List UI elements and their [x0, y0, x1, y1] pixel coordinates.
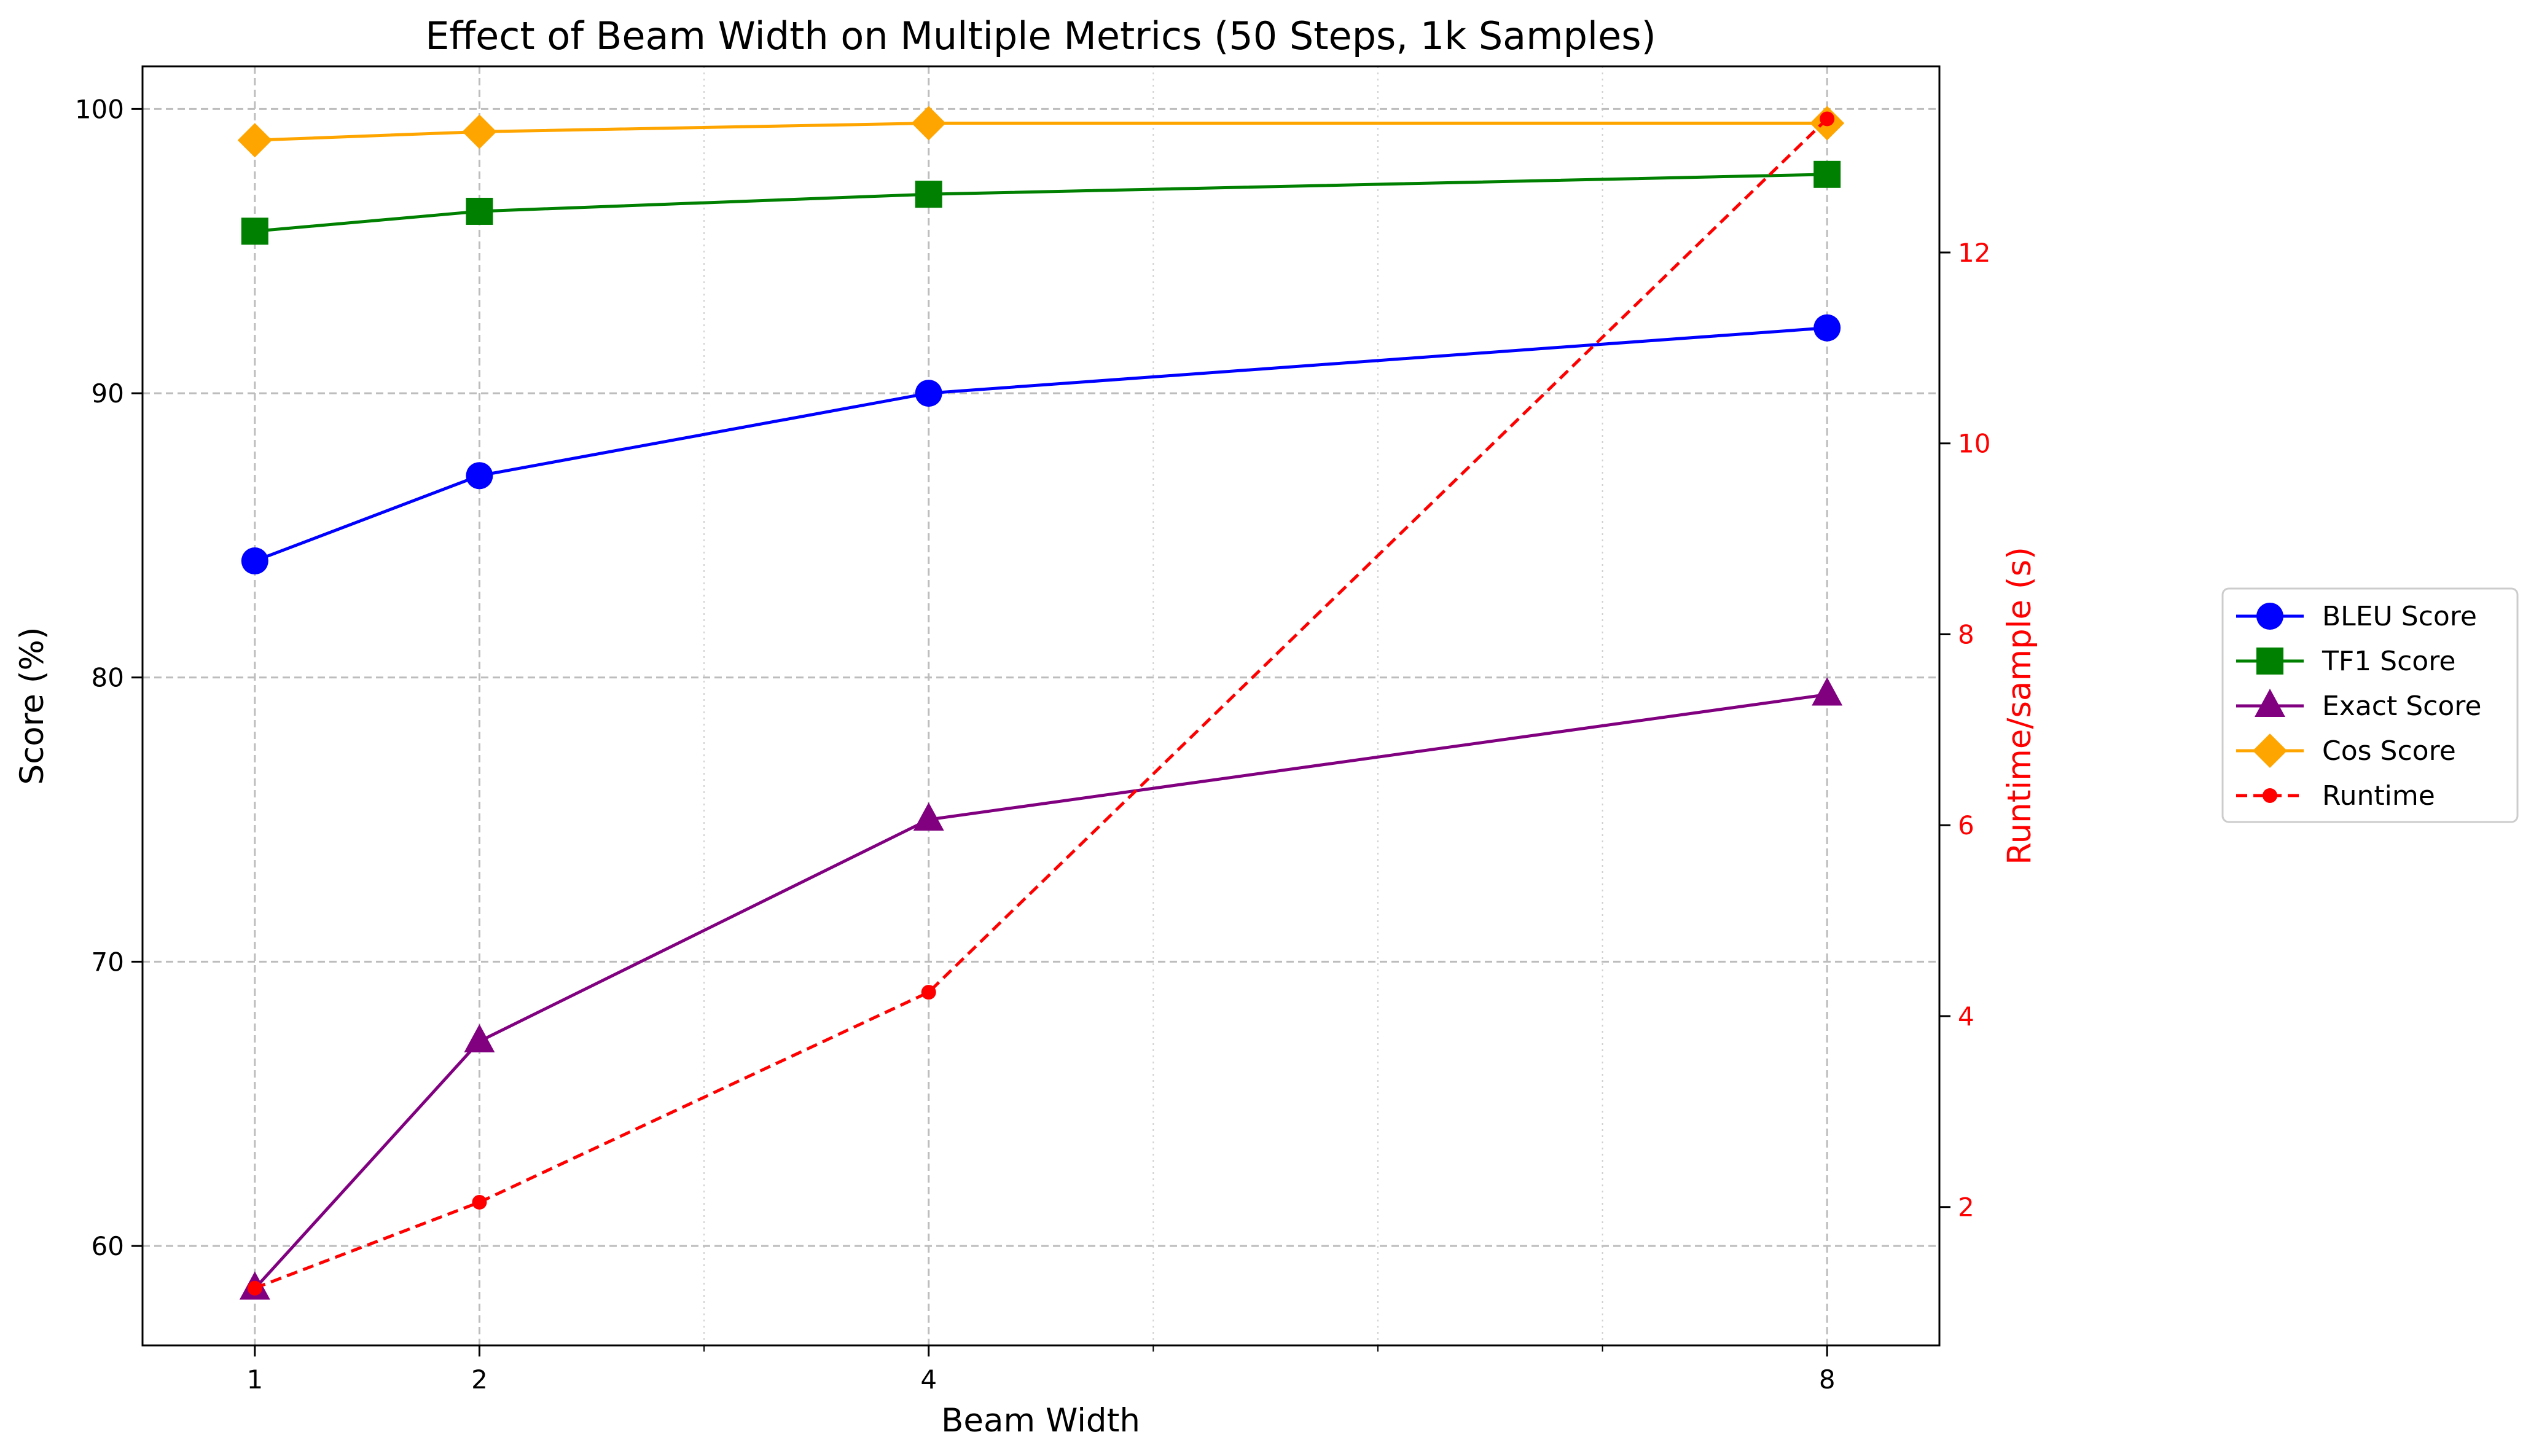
y-tick-label: 70: [92, 947, 124, 977]
series-layer: [237, 106, 1845, 1300]
legend-label: TF1 Score: [2322, 646, 2455, 677]
x-tick-label: 8: [1819, 1364, 1836, 1395]
y2-tick-label: 12: [1958, 238, 1990, 268]
y2-tick-label: 10: [1958, 429, 1990, 459]
data-point: [1820, 111, 1835, 127]
series-line: [254, 117, 1828, 1290]
legend-marker: [2256, 648, 2283, 675]
x-tick-label: 4: [920, 1364, 937, 1395]
series-cos-score: [237, 106, 1845, 158]
y2-tick-label: 4: [1958, 1001, 1974, 1031]
series-line: [253, 693, 1828, 1290]
data-point: [1813, 314, 1841, 342]
grid: [143, 66, 1939, 1345]
legend-marker: [2255, 689, 2285, 717]
data-point: [462, 114, 497, 149]
y-tick-label: 60: [92, 1231, 124, 1261]
y-tick-label: 100: [75, 94, 124, 124]
y2-tick-label: 2: [1958, 1192, 1974, 1223]
data-point: [237, 123, 272, 158]
legend-label: BLEU Score: [2322, 601, 2477, 632]
data-point: [247, 1280, 262, 1296]
legend-marker: [2263, 788, 2277, 803]
legend-label: Runtime: [2322, 780, 2435, 812]
series-bleu-score: [241, 314, 1841, 575]
data-point: [913, 802, 944, 831]
y-tick-label: 90: [92, 378, 124, 409]
y2-tick-label: 8: [1958, 619, 1974, 649]
legend-label: Cos Score: [2322, 735, 2456, 767]
legend: BLEU Score TF1 Score Exact Score Cos Score R…: [2221, 587, 2519, 823]
x-tick-label: 2: [471, 1364, 488, 1395]
data-point: [915, 380, 942, 407]
data-point: [466, 462, 493, 490]
data-point: [911, 106, 946, 141]
plot-frame: [141, 65, 1941, 1347]
data-point: [1813, 160, 1841, 188]
data-point: [464, 1024, 495, 1052]
data-point: [241, 217, 268, 245]
legend-box: [2221, 587, 2519, 823]
data-point: [1812, 677, 1843, 706]
x-tick-label: 1: [246, 1364, 263, 1395]
data-point: [921, 985, 936, 1000]
legend-marker: [2256, 603, 2283, 630]
series-line: [254, 122, 1828, 142]
legend-label: Exact Score: [2322, 691, 2481, 722]
data-point: [915, 181, 942, 208]
y2-axis-title: Runtime/sample (s): [2001, 547, 2038, 865]
y2-tick-label: 6: [1958, 810, 1974, 840]
chart-title: Effect of Beam Width on Multiple Metrics…: [425, 14, 1656, 58]
series-line: [254, 173, 1828, 233]
y-tick-label: 80: [92, 663, 124, 693]
y-axis-title: Score (%): [14, 627, 51, 785]
series-line: [254, 326, 1828, 563]
series-tf1-score: [241, 160, 1841, 245]
data-point: [472, 1194, 487, 1210]
data-point: [241, 547, 268, 575]
series-runtime: [247, 111, 1835, 1296]
legend-marker: [2253, 734, 2287, 768]
data-point: [466, 197, 493, 225]
x-axis-title: Beam Width: [941, 1402, 1140, 1439]
